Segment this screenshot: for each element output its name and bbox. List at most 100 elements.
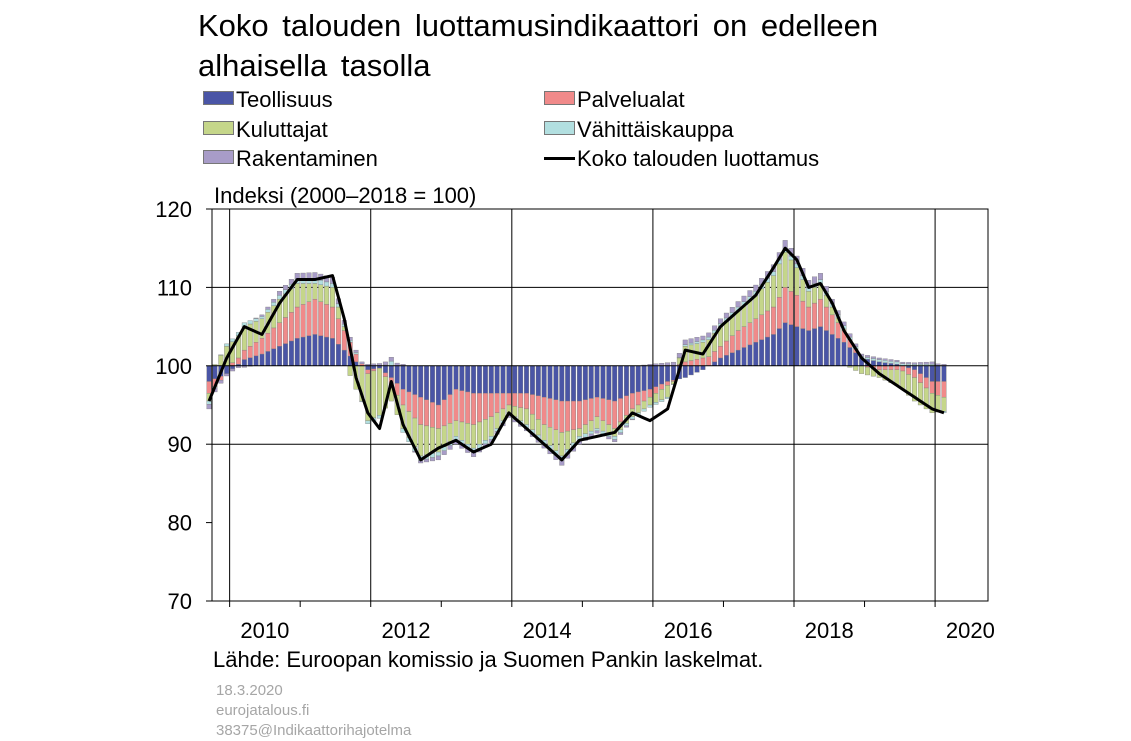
bar-segment-palvelualat bbox=[659, 383, 665, 390]
bar-segment-palvelualat bbox=[765, 310, 771, 338]
bar-segment-palvelualat bbox=[759, 314, 765, 340]
legend-item-teollisuus: Teollisuus bbox=[203, 86, 333, 114]
bar-segment-palvelualat bbox=[488, 393, 494, 417]
bar-segment-teollisuus bbox=[288, 340, 294, 366]
bar-segment-palvelualat bbox=[518, 393, 524, 408]
bar-segment-rakentaminen bbox=[694, 337, 700, 342]
xtick-label-2010: 2010 bbox=[240, 618, 289, 643]
bar-segment-teollisuus bbox=[606, 365, 612, 400]
bar-segment-palvelualat bbox=[271, 327, 277, 349]
chart-title-line-2: alhaisella tasolla bbox=[198, 48, 431, 83]
meta-info: 18.3.2020 eurojatalous.fi 38375@Indikaat… bbox=[216, 681, 411, 741]
bar-segment-rakentaminen bbox=[900, 361, 906, 364]
bar-segment-kuluttajat bbox=[659, 389, 665, 400]
bar-segment-teollisuus bbox=[477, 365, 482, 394]
source-note: Lähde: Euroopan komissio ja Suomen Panki… bbox=[213, 647, 764, 672]
bar-segment-teollisuus bbox=[553, 365, 559, 400]
bar-segment-kuluttajat bbox=[312, 283, 318, 300]
bar-segment-teollisuus bbox=[418, 365, 424, 398]
bar-stacks bbox=[206, 240, 947, 466]
xtick-label-2018: 2018 bbox=[805, 618, 854, 643]
bar-segment-teollisuus bbox=[817, 326, 823, 366]
bar-segment-rakentaminen bbox=[606, 436, 612, 440]
bar-segment-palvelualat bbox=[541, 396, 547, 425]
bar-segment-rakentaminen bbox=[441, 450, 447, 455]
bar-segment-palvelualat bbox=[553, 399, 559, 430]
bar-segment-vahittaiskauppa bbox=[870, 358, 876, 361]
bar-segment-palvelualat bbox=[506, 393, 512, 406]
bar-segment-teollisuus bbox=[935, 365, 941, 382]
bar-segment-teollisuus bbox=[688, 365, 694, 376]
bar-segment-rakentaminen bbox=[271, 298, 277, 303]
bar-segment-teollisuus bbox=[241, 359, 247, 366]
bar-segment-palvelualat bbox=[594, 396, 600, 417]
bar-segment-teollisuus bbox=[782, 322, 788, 366]
bar-segment-kuluttajat bbox=[806, 291, 812, 308]
bar-segment-palvelualat bbox=[576, 400, 582, 429]
bar-segment-palvelualat bbox=[477, 393, 482, 423]
bar-segment-palvelualat bbox=[582, 399, 588, 425]
bar-segment-kuluttajat bbox=[941, 396, 947, 412]
bar-segment-palvelualat bbox=[906, 367, 912, 375]
bar-segment-teollisuus bbox=[365, 365, 371, 370]
bar-segment-palvelualat bbox=[482, 393, 488, 420]
bar-segment-palvelualat bbox=[682, 361, 688, 366]
bar-segment-kuluttajat bbox=[424, 425, 430, 455]
bar-segment-vahittaiskauppa bbox=[588, 430, 594, 435]
bar-segment-rakentaminen bbox=[882, 358, 888, 361]
meta-site: eurojatalous.fi bbox=[216, 702, 310, 719]
bar-segment-vahittaiskauppa bbox=[647, 404, 653, 408]
bar-segment-rakentaminen bbox=[723, 312, 729, 319]
bar-segment-teollisuus bbox=[823, 330, 829, 366]
bar-segment-teollisuus bbox=[506, 365, 512, 394]
bar-segment-teollisuus bbox=[400, 365, 406, 390]
bar-segment-palvelualat bbox=[635, 391, 641, 406]
bar-segment-vahittaiskauppa bbox=[682, 344, 688, 347]
bar-segment-teollisuus bbox=[488, 365, 494, 394]
bar-segment-vahittaiskauppa bbox=[623, 423, 629, 427]
legend-label-palvelualat: Palvelualat bbox=[577, 87, 685, 112]
bar-segment-vahittaiskauppa bbox=[318, 280, 324, 285]
bar-segment-palvelualat bbox=[706, 356, 712, 366]
bar-segment-vahittaiskauppa bbox=[700, 339, 706, 343]
plot-frame bbox=[211, 208, 989, 602]
bar-segment-kuluttajat bbox=[853, 365, 859, 371]
bar-segment-teollisuus bbox=[700, 365, 706, 370]
bar-segment-kuluttajat bbox=[600, 420, 606, 432]
bar-segment-palvelualat bbox=[330, 306, 335, 339]
bar-segment-palvelualat bbox=[324, 304, 330, 338]
bar-segment-kuluttajat bbox=[929, 393, 935, 414]
bar-segment-vahittaiskauppa bbox=[659, 399, 665, 402]
bar-segment-palvelualat bbox=[770, 306, 776, 335]
bar-segment-vahittaiskauppa bbox=[641, 408, 647, 412]
bar-segment-palvelualat bbox=[535, 395, 541, 420]
bar-segment-vahittaiskauppa bbox=[247, 320, 253, 325]
bar-segment-palvelualat bbox=[441, 399, 447, 427]
bar-segment-palvelualat bbox=[435, 404, 441, 429]
bar-segment-kuluttajat bbox=[300, 283, 306, 305]
legend-label-koko: Koko talouden luottamus bbox=[577, 146, 820, 171]
bar-segment-palvelualat bbox=[353, 353, 359, 363]
bar-segment-palvelualat bbox=[241, 349, 247, 360]
bar-segment-rakentaminen bbox=[294, 273, 300, 279]
bar-segment-palvelualat bbox=[665, 381, 671, 386]
bar-segment-palvelualat bbox=[453, 389, 459, 421]
bar-segment-kuluttajat bbox=[524, 408, 529, 425]
bar-segment-teollisuus bbox=[923, 365, 929, 378]
bar-segment-teollisuus bbox=[453, 365, 459, 390]
bar-segment-kuluttajat bbox=[482, 419, 488, 441]
bar-segment-palvelualat bbox=[471, 393, 477, 425]
bar-segment-palvelualat bbox=[747, 322, 753, 346]
bar-segment-palvelualat bbox=[400, 389, 406, 406]
bar-segment-palvelualat bbox=[753, 318, 759, 343]
bar-segment-vahittaiskauppa bbox=[218, 354, 224, 356]
bar-segment-teollisuus bbox=[447, 365, 453, 395]
bar-segment-teollisuus bbox=[212, 365, 218, 380]
bar-segment-palvelualat bbox=[524, 393, 529, 410]
legend-item-kuluttajat: Kuluttajat bbox=[203, 116, 328, 144]
bar-segment-kuluttajat bbox=[641, 400, 647, 410]
bar-segment-teollisuus bbox=[547, 365, 553, 399]
bar-segment-rakentaminen bbox=[712, 325, 718, 331]
bar-segment-vahittaiskauppa bbox=[324, 281, 330, 287]
bar-segment-palvelualat bbox=[712, 351, 718, 363]
